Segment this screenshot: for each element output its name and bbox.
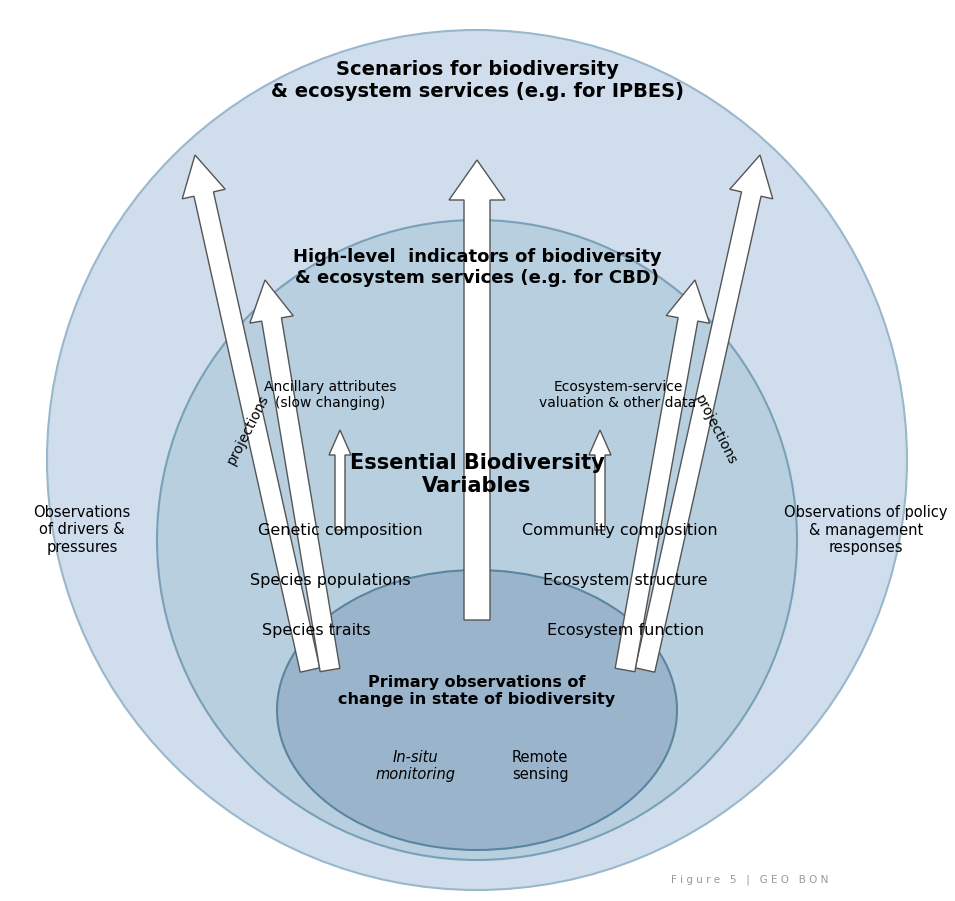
Text: Genetic composition: Genetic composition xyxy=(258,523,422,538)
FancyArrow shape xyxy=(182,155,320,672)
Text: Primary observations of
change in state of biodiversity: Primary observations of change in state … xyxy=(338,675,616,707)
Text: Observations of policy
& management
responses: Observations of policy & management resp… xyxy=(784,505,947,555)
Text: projections: projections xyxy=(691,393,738,468)
Ellipse shape xyxy=(277,570,677,850)
Ellipse shape xyxy=(47,30,907,890)
Text: Observations
of drivers &
pressures: Observations of drivers & pressures xyxy=(33,505,131,555)
FancyArrow shape xyxy=(589,430,611,530)
Text: Species traits: Species traits xyxy=(262,623,371,638)
FancyArrow shape xyxy=(615,280,710,672)
Text: Essential Biodiversity
Variables: Essential Biodiversity Variables xyxy=(350,453,605,496)
Text: High-level  indicators of biodiversity
& ecosystem services (e.g. for CBD): High-level indicators of biodiversity & … xyxy=(292,248,661,287)
Text: Scenarios for biodiversity
& ecosystem services (e.g. for IPBES): Scenarios for biodiversity & ecosystem s… xyxy=(270,60,684,101)
Text: Remote
sensing: Remote sensing xyxy=(512,750,568,782)
Text: Species populations: Species populations xyxy=(249,572,411,587)
FancyArrow shape xyxy=(635,155,773,672)
Ellipse shape xyxy=(157,220,797,860)
FancyArrow shape xyxy=(329,430,351,530)
FancyArrow shape xyxy=(449,160,505,620)
Text: In-situ
monitoring: In-situ monitoring xyxy=(375,750,455,782)
Text: Ecosystem-service
valuation & other data: Ecosystem-service valuation & other data xyxy=(540,380,696,410)
FancyArrow shape xyxy=(250,280,340,671)
Text: Ecosystem structure: Ecosystem structure xyxy=(542,572,708,587)
Text: Ancillary attributes
(slow changing): Ancillary attributes (slow changing) xyxy=(264,380,396,410)
Text: F i g u r e   5   |   G E O   B O N: F i g u r e 5 | G E O B O N xyxy=(671,875,829,886)
Text: Ecosystem function: Ecosystem function xyxy=(547,623,705,638)
Text: Community composition: Community composition xyxy=(522,523,718,538)
Text: projections: projections xyxy=(224,393,271,468)
